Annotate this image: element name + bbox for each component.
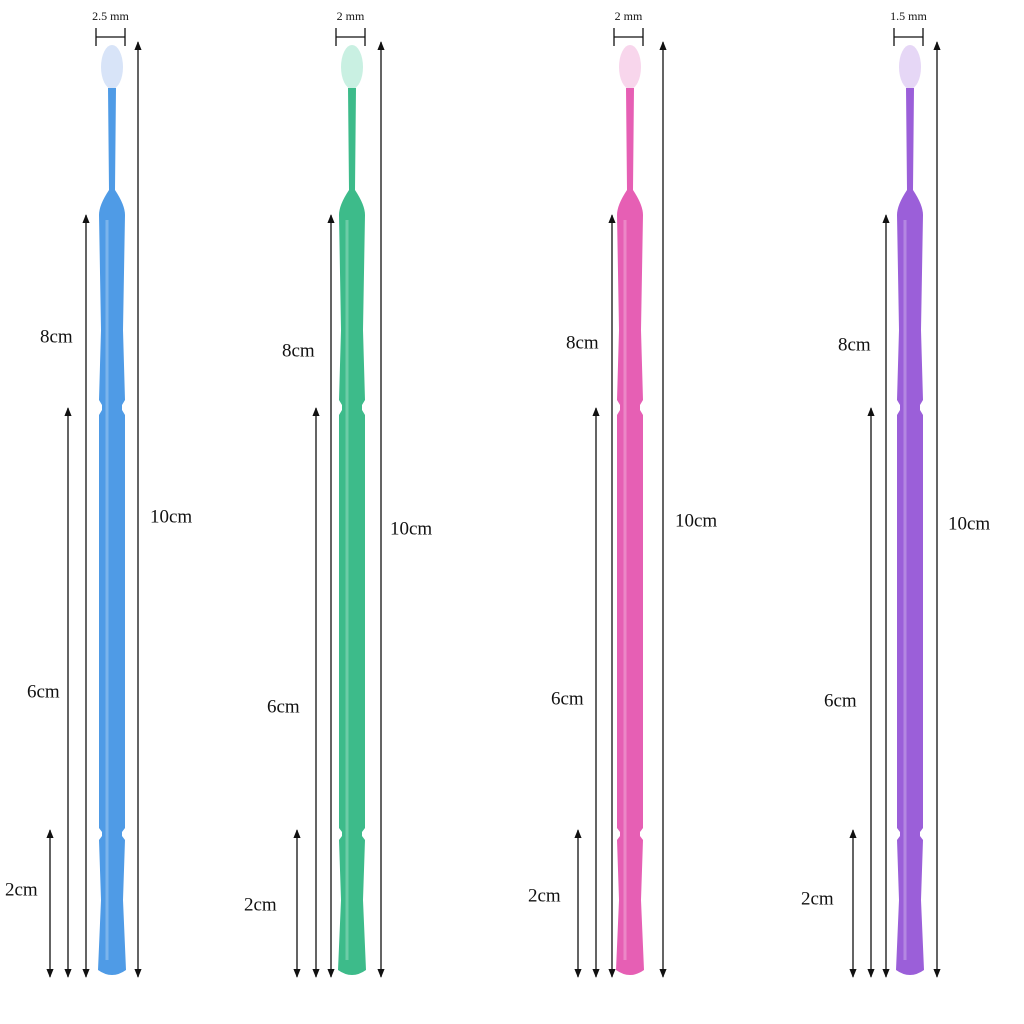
length-label: 10cm [675, 510, 717, 531]
applicator-stick [616, 88, 644, 975]
applicator: 2.5 mm 8cm 10cm 6cm 2cm [5, 9, 192, 978]
tip-size-label: 2 mm [615, 9, 643, 23]
applicator-tip [619, 45, 641, 89]
applicator-stick [98, 88, 126, 975]
tip-bracket [335, 28, 366, 46]
length-label: 2cm [528, 885, 561, 906]
length-label: 10cm [948, 513, 990, 534]
length-label: 6cm [27, 681, 60, 702]
length-label: 8cm [566, 332, 599, 353]
applicator-tip [101, 45, 123, 89]
tip-bracket [893, 28, 924, 46]
applicator-tip [341, 45, 363, 89]
applicator-tip [899, 45, 921, 89]
length-label: 6cm [267, 696, 300, 717]
length-label: 2cm [5, 879, 38, 900]
length-label: 10cm [150, 506, 192, 527]
tip-size-label: 2.5 mm [92, 9, 129, 23]
length-label: 8cm [838, 334, 871, 355]
length-label: 10cm [390, 518, 432, 539]
tip-size-label: 2 mm [337, 9, 365, 23]
tip-bracket [95, 28, 126, 46]
tip-bracket [613, 28, 644, 46]
applicator: 1.5 mm 8cm 10cm 6cm 2cm [801, 9, 990, 978]
length-label: 8cm [282, 340, 315, 361]
applicator-stick [896, 88, 924, 975]
length-label: 8cm [40, 326, 73, 347]
applicator: 2 mm 8cm 10cm 6cm 2cm [528, 9, 717, 978]
applicator: 2 mm 8cm 10cm 6cm 2cm [244, 9, 432, 978]
length-label: 6cm [551, 688, 584, 709]
length-label: 2cm [801, 888, 834, 909]
length-label: 2cm [244, 894, 277, 915]
length-label: 6cm [824, 690, 857, 711]
applicator-stick [338, 88, 366, 975]
tip-size-label: 1.5 mm [890, 9, 927, 23]
